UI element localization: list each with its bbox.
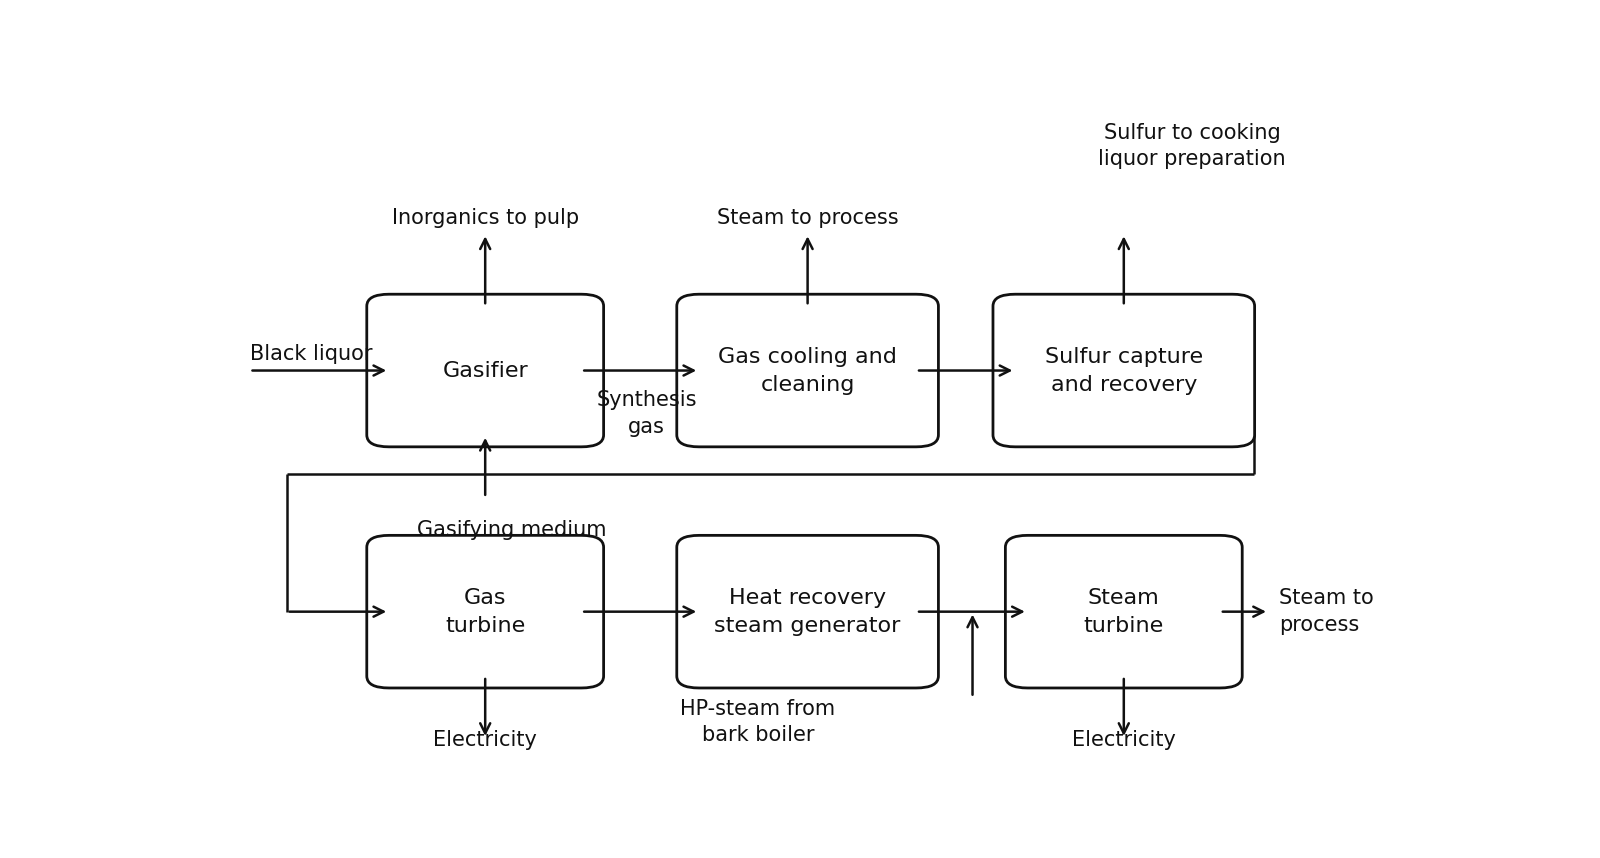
- Text: Steam
turbine: Steam turbine: [1083, 588, 1163, 636]
- FancyBboxPatch shape: [366, 535, 603, 688]
- Text: Inorganics to pulp: Inorganics to pulp: [392, 208, 579, 228]
- Text: Electricity: Electricity: [434, 730, 538, 751]
- Text: Electricity: Electricity: [1072, 730, 1176, 751]
- FancyBboxPatch shape: [677, 294, 939, 447]
- Text: Sulfur capture
and recovery: Sulfur capture and recovery: [1045, 347, 1203, 395]
- FancyBboxPatch shape: [677, 535, 939, 688]
- FancyBboxPatch shape: [994, 294, 1254, 447]
- Text: Heat recovery
steam generator: Heat recovery steam generator: [715, 588, 901, 636]
- Text: Gas
turbine: Gas turbine: [445, 588, 525, 636]
- Text: Steam to
process: Steam to process: [1278, 589, 1373, 635]
- Text: Steam to process: Steam to process: [717, 208, 899, 228]
- Text: Gas cooling and
cleaning: Gas cooling and cleaning: [718, 347, 898, 395]
- Text: Synthesis
gas: Synthesis gas: [597, 390, 696, 437]
- Text: Sulfur to cooking
liquor preparation: Sulfur to cooking liquor preparation: [1098, 123, 1286, 169]
- FancyBboxPatch shape: [1005, 535, 1242, 688]
- Text: Gasifying medium: Gasifying medium: [418, 521, 606, 541]
- Text: Black liquor: Black liquor: [250, 344, 373, 364]
- Text: HP-steam from
bark boiler: HP-steam from bark boiler: [680, 699, 835, 746]
- FancyBboxPatch shape: [366, 294, 603, 447]
- Text: Gasifier: Gasifier: [442, 360, 528, 381]
